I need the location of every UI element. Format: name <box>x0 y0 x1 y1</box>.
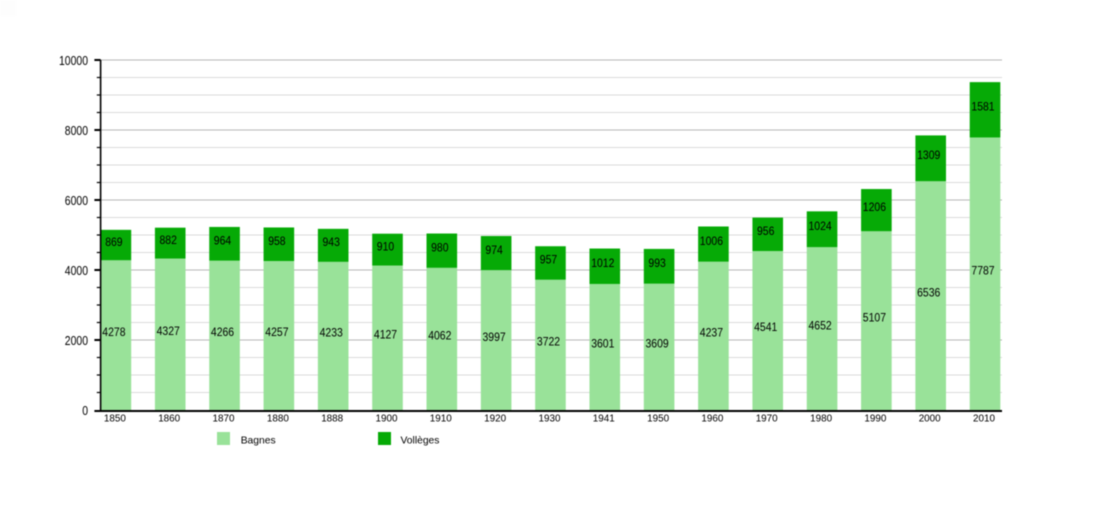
svg-text:1880: 1880 <box>267 414 289 425</box>
svg-text:0: 0 <box>82 404 88 418</box>
svg-text:10000: 10000 <box>59 54 88 68</box>
svg-text:993: 993 <box>648 256 666 270</box>
svg-text:4327: 4327 <box>157 324 180 338</box>
svg-text:3722: 3722 <box>537 335 560 349</box>
svg-text:3601: 3601 <box>591 337 614 351</box>
svg-text:1206: 1206 <box>863 200 886 214</box>
svg-text:980: 980 <box>431 240 449 254</box>
svg-text:4000: 4000 <box>65 264 88 278</box>
svg-text:1970: 1970 <box>756 414 778 425</box>
svg-text:6000: 6000 <box>65 194 88 208</box>
svg-text:1941: 1941 <box>593 414 615 425</box>
svg-text:4278: 4278 <box>102 325 125 339</box>
svg-text:4257: 4257 <box>265 325 288 339</box>
svg-text:4062: 4062 <box>428 329 451 343</box>
svg-text:1012: 1012 <box>591 256 614 270</box>
svg-text:1900: 1900 <box>376 414 398 425</box>
svg-text:1850: 1850 <box>104 414 126 425</box>
svg-text:Vollèges: Vollèges <box>401 436 440 447</box>
svg-text:7787: 7787 <box>971 263 994 277</box>
svg-text:1581: 1581 <box>971 100 994 114</box>
svg-text:4541: 4541 <box>754 320 777 334</box>
svg-text:1024: 1024 <box>809 219 832 233</box>
svg-text:1980: 1980 <box>810 414 832 425</box>
svg-text:1960: 1960 <box>701 414 723 425</box>
svg-text:5107: 5107 <box>863 310 886 324</box>
svg-text:882: 882 <box>160 233 178 247</box>
svg-text:957: 957 <box>540 253 558 267</box>
svg-text:1870: 1870 <box>213 414 235 425</box>
svg-text:1006: 1006 <box>700 234 723 248</box>
svg-text:1860: 1860 <box>158 414 180 425</box>
svg-text:1990: 1990 <box>864 414 886 425</box>
svg-text:4233: 4233 <box>320 326 343 340</box>
svg-text:958: 958 <box>268 234 286 248</box>
svg-text:3997: 3997 <box>483 330 506 344</box>
svg-text:964: 964 <box>214 234 232 248</box>
svg-text:1930: 1930 <box>539 414 561 425</box>
svg-text:4127: 4127 <box>374 328 397 342</box>
svg-text:8000: 8000 <box>65 124 88 138</box>
svg-text:1920: 1920 <box>484 414 506 425</box>
svg-text:6536: 6536 <box>917 285 940 299</box>
svg-text:869: 869 <box>105 235 123 249</box>
svg-text:Bagnes: Bagnes <box>241 436 276 447</box>
svg-text:2000: 2000 <box>65 334 88 348</box>
svg-text:956: 956 <box>757 224 775 238</box>
svg-text:3609: 3609 <box>646 337 669 351</box>
svg-text:943: 943 <box>323 235 341 249</box>
svg-text:2010: 2010 <box>973 414 995 425</box>
svg-text:910: 910 <box>377 239 395 253</box>
svg-text:4266: 4266 <box>211 325 234 339</box>
svg-text:1910: 1910 <box>430 414 452 425</box>
svg-text:1950: 1950 <box>647 414 669 425</box>
svg-text:1309: 1309 <box>917 148 940 162</box>
svg-text:974: 974 <box>485 243 503 257</box>
svg-text:4237: 4237 <box>700 326 723 340</box>
svg-text:2000: 2000 <box>919 414 941 425</box>
svg-text:1888: 1888 <box>321 414 343 425</box>
svg-text:4652: 4652 <box>809 318 832 332</box>
